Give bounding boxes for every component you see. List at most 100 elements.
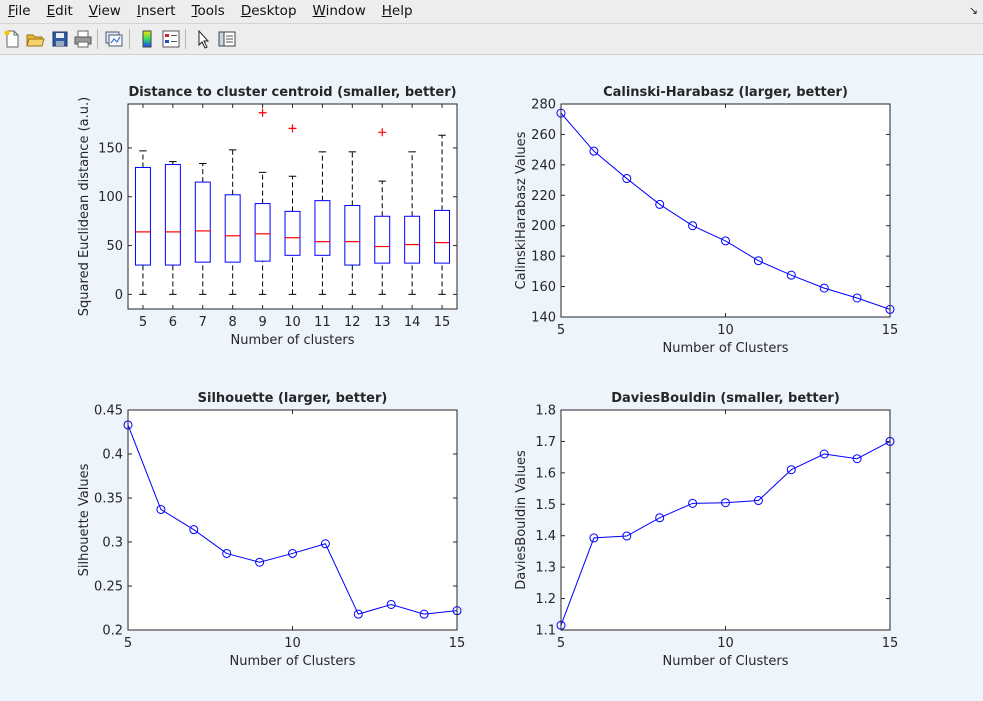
menu-help[interactable]: Help bbox=[374, 0, 421, 23]
axes-3: 5 10 15 0.2 0.25 0.3 0.35 0.4 0.45 Silhouette (la… bbox=[77, 391, 465, 669]
y-tick-label: 0.3 bbox=[102, 536, 123, 551]
box-group-11 bbox=[314, 151, 331, 295]
x-axis-label: Number of Clusters bbox=[663, 654, 789, 669]
x-tick-label: 12 bbox=[344, 315, 361, 330]
box-iqr bbox=[284, 210, 301, 256]
chart-title: DaviesBouldin (smaller, better) bbox=[611, 391, 840, 406]
box-group-15 bbox=[434, 134, 451, 295]
menu-desktop[interactable]: Desktop bbox=[233, 0, 305, 23]
y-tick-label: 1.4 bbox=[535, 529, 556, 544]
menu-view[interactable]: View bbox=[81, 0, 129, 23]
data-point-marker bbox=[753, 256, 763, 266]
data-point-marker bbox=[386, 599, 396, 609]
chart-title: Distance to cluster centroid (smaller, b… bbox=[128, 85, 456, 100]
data-point-marker bbox=[288, 548, 297, 558]
box-group-13 bbox=[374, 128, 391, 295]
data-point-marker bbox=[721, 236, 730, 246]
series-line bbox=[127, 424, 458, 615]
open-file-icon[interactable] bbox=[25, 29, 45, 49]
data-point-marker bbox=[222, 548, 232, 558]
x-tick-label: 15 bbox=[434, 315, 451, 330]
x-tick-label: 5 bbox=[139, 315, 147, 330]
menu-label-rest: iew bbox=[97, 3, 121, 19]
data-point-marker bbox=[189, 525, 199, 535]
box-group-10 bbox=[284, 124, 301, 295]
box-iqr bbox=[404, 215, 421, 264]
menu-tools[interactable]: Tools bbox=[184, 0, 233, 23]
x-tick-label: 10 bbox=[284, 636, 301, 651]
x-tick-label: 6 bbox=[169, 315, 177, 330]
x-tick-label: 10 bbox=[284, 315, 301, 330]
insert-legend-icon[interactable] bbox=[161, 29, 181, 49]
menu-mnemonic: W bbox=[312, 3, 326, 19]
menu-window[interactable]: Window bbox=[305, 0, 374, 23]
figure-toolbar bbox=[0, 24, 983, 55]
data-point-marker bbox=[353, 609, 363, 619]
y-tick-label: 1.3 bbox=[535, 561, 556, 576]
x-tick-label: 10 bbox=[717, 636, 734, 651]
data-point-marker bbox=[786, 270, 796, 280]
edit-plot-pointer-icon[interactable] bbox=[193, 29, 213, 49]
menu-label-rest: dit bbox=[55, 3, 73, 19]
chart-title: Silhouette (larger, better) bbox=[198, 391, 388, 406]
axes-frame bbox=[127, 409, 458, 631]
menu-file[interactable]: File bbox=[0, 0, 39, 23]
axes-frame bbox=[127, 103, 458, 310]
y-tick-label: 0 bbox=[115, 288, 123, 303]
box-group-5 bbox=[134, 150, 151, 295]
axes-4: 5 10 15 1.1 1.2 1.3 1.4 1.5 1.6 1.7 1.8 DaviesBould… bbox=[514, 391, 898, 669]
data-point-marker bbox=[655, 199, 665, 209]
menu-mnemonic: F bbox=[8, 3, 15, 19]
y-tick-label: 0.45 bbox=[94, 404, 123, 419]
x-tick-label: 15 bbox=[449, 636, 466, 651]
plot-area bbox=[128, 410, 457, 630]
new-figure-icon[interactable] bbox=[2, 29, 22, 49]
y-tick-label: 1.1 bbox=[535, 624, 556, 639]
data-point-marker bbox=[320, 539, 330, 549]
box-iqr bbox=[374, 215, 391, 264]
y-tick-label: 180 bbox=[531, 250, 556, 265]
menu-label-rest: ools bbox=[197, 3, 225, 19]
x-tick-label: 15 bbox=[882, 323, 899, 338]
property-inspector-icon[interactable] bbox=[217, 29, 237, 49]
box-group-7 bbox=[194, 163, 211, 295]
x-tick-label: 13 bbox=[374, 315, 391, 330]
x-axis-label: Number of Clusters bbox=[663, 341, 789, 356]
y-axis-label: CalinskiHarabasz Values bbox=[514, 131, 529, 289]
y-axis-label: Silhouette Values bbox=[77, 463, 92, 576]
y-tick-label: 0.2 bbox=[102, 624, 123, 639]
data-point-marker bbox=[852, 454, 862, 464]
y-tick-label: 280 bbox=[531, 98, 556, 113]
y-tick-label: 0.4 bbox=[102, 448, 123, 463]
data-point-marker bbox=[156, 504, 166, 514]
insert-colorbar-icon[interactable] bbox=[137, 29, 157, 49]
y-tick-label: 0.25 bbox=[94, 580, 123, 595]
y-tick-label: 160 bbox=[531, 280, 556, 295]
print-icon[interactable] bbox=[73, 29, 93, 49]
data-point-marker bbox=[819, 449, 829, 459]
box-group-12 bbox=[344, 151, 361, 295]
box-iqr bbox=[194, 181, 211, 263]
y-tick-label: 1.7 bbox=[535, 435, 556, 450]
x-tick-label: 5 bbox=[557, 323, 565, 338]
menu-insert[interactable]: Insert bbox=[129, 0, 184, 23]
menu-edit[interactable]: Edit bbox=[39, 0, 81, 23]
y-tick-label: 260 bbox=[531, 128, 556, 143]
toolbar-separator bbox=[129, 29, 130, 49]
outlier-marker bbox=[378, 128, 387, 137]
dock-figure-icon[interactable]: ↘ bbox=[968, 4, 978, 17]
box-group-9 bbox=[254, 108, 271, 295]
save-icon[interactable] bbox=[50, 29, 70, 49]
box-iqr bbox=[434, 209, 451, 264]
x-tick-label: 9 bbox=[258, 315, 266, 330]
y-tick-label: 0.35 bbox=[94, 492, 123, 507]
link-plot-icon[interactable] bbox=[104, 29, 124, 49]
x-tick-label: 15 bbox=[882, 636, 899, 651]
x-tick-label: 10 bbox=[717, 323, 734, 338]
y-tick-label: 220 bbox=[531, 189, 556, 204]
menu-mnemonic: T bbox=[191, 3, 198, 19]
x-tick-label: 7 bbox=[199, 315, 207, 330]
y-tick-label: 50 bbox=[106, 239, 123, 254]
